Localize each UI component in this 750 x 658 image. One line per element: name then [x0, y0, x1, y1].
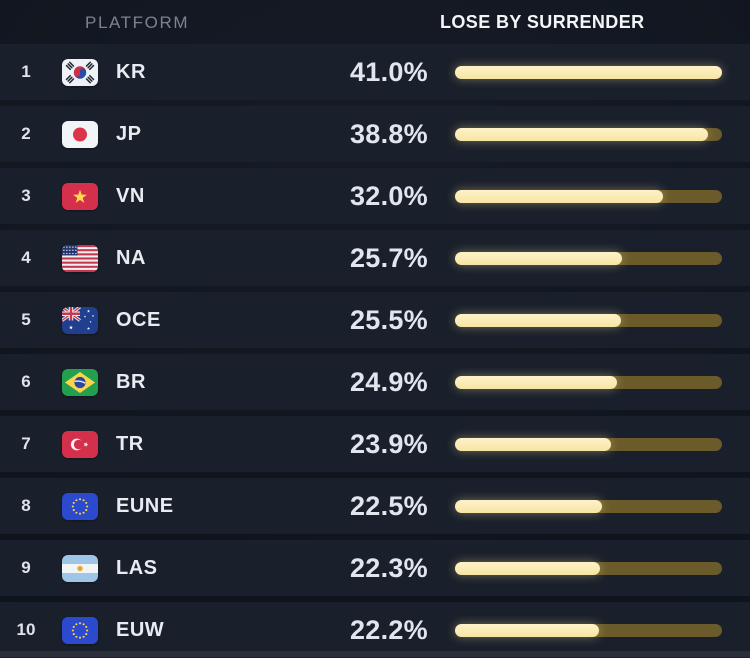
au-flag-icon [62, 306, 98, 334]
surrender-percentage: 22.3% [349, 552, 428, 583]
platform-row-tr[interactable]: 7 TR 23.9% [0, 416, 750, 472]
platform-row-oce[interactable]: 5 OCE 25.5% [0, 292, 750, 348]
platform-code: VN [116, 184, 145, 207]
platform-code: LAS [116, 556, 158, 579]
platform-code: JP [116, 122, 142, 145]
percentage-bar-track [455, 561, 722, 575]
rank-label: 10 [16, 620, 36, 639]
percentage-bar-track [455, 65, 722, 79]
percentage-bar-fill [455, 189, 664, 203]
bottom-edge-strip [0, 651, 750, 657]
eu-flag-icon [62, 492, 98, 520]
platform-row-las[interactable]: 9 LAS 22.3% [0, 540, 750, 596]
platform-code: EUNE [116, 494, 174, 517]
percentage-bar-fill [455, 561, 601, 575]
lose-by-surrender-column-header: LOSE BY SURRENDER [440, 12, 645, 32]
rank-label: 8 [21, 496, 31, 515]
percentage-bar-track [455, 499, 722, 513]
rank-label: 3 [21, 186, 31, 205]
percentage-bar-fill [455, 127, 708, 141]
platform-row-kr[interactable]: 1 KR 41.0% [0, 44, 750, 100]
surrender-percentage: 25.7% [349, 242, 428, 273]
percentage-bar-fill [455, 437, 611, 451]
surrender-percentage: 22.5% [349, 490, 428, 521]
platform-column-header: PLATFORM [85, 13, 190, 32]
us-flag-icon [62, 244, 98, 272]
percentage-bar-track [455, 623, 722, 637]
eu-flag-icon [62, 616, 98, 644]
platform-code: EUW [116, 618, 165, 641]
platform-leaderboard: 1 KR 41.0% 2 JP 38.8% 3 VN 32.0% 4 NA 25.7% 5 OCE 25.5… [0, 44, 750, 658]
platform-row-na[interactable]: 4 NA 25.7% [0, 230, 750, 286]
platform-code: TR [116, 432, 144, 455]
percentage-bar-track [455, 189, 722, 203]
platform-code: KR [116, 60, 146, 83]
platform-row-eune[interactable]: 8 EUNE 22.5% [0, 478, 750, 534]
platform-row-vn[interactable]: 3 VN 32.0% [0, 168, 750, 224]
percentage-bar-track [455, 437, 722, 451]
table-header: PLATFORM LOSE BY SURRENDER [0, 0, 750, 44]
surrender-percentage: 22.2% [349, 614, 428, 645]
percentage-bar-track [455, 375, 722, 389]
percentage-bar-track [455, 251, 722, 265]
rank-label: 7 [21, 434, 31, 453]
surrender-percentage: 23.9% [349, 428, 428, 459]
rank-label: 1 [21, 62, 31, 81]
surrender-percentage: 32.0% [349, 180, 428, 211]
rank-label: 4 [21, 248, 31, 267]
rank-label: 5 [21, 310, 31, 329]
percentage-bar-track [455, 313, 722, 327]
platform-row-euw[interactable]: 10 EUW 22.2% [0, 602, 750, 658]
surrender-percentage: 41.0% [349, 56, 428, 87]
platform-code: OCE [116, 308, 161, 331]
vn-flag-icon [62, 182, 98, 210]
kr-flag-icon [62, 58, 98, 86]
rank-label: 2 [21, 124, 31, 143]
surrender-percentage: 24.9% [349, 366, 428, 397]
rank-label: 9 [21, 558, 31, 577]
br-flag-icon [62, 368, 98, 396]
rank-label: 6 [21, 372, 31, 391]
platform-code: BR [116, 370, 146, 393]
percentage-bar-fill [455, 251, 623, 265]
percentage-bar-fill [455, 623, 600, 637]
platform-code: NA [116, 246, 146, 269]
ar-flag-icon [62, 554, 98, 582]
percentage-bar-fill [455, 375, 618, 389]
platform-row-br[interactable]: 6 BR 24.9% [0, 354, 750, 410]
surrender-percentage: 25.5% [349, 304, 428, 335]
percentage-bar-track [455, 127, 722, 141]
percentage-bar-fill [455, 499, 602, 513]
tr-flag-icon [62, 430, 98, 458]
surrender-percentage: 38.8% [349, 118, 428, 149]
jp-flag-icon [62, 120, 98, 148]
percentage-bar-fill [455, 65, 722, 79]
platform-row-jp[interactable]: 2 JP 38.8% [0, 106, 750, 162]
percentage-bar-fill [455, 313, 622, 327]
